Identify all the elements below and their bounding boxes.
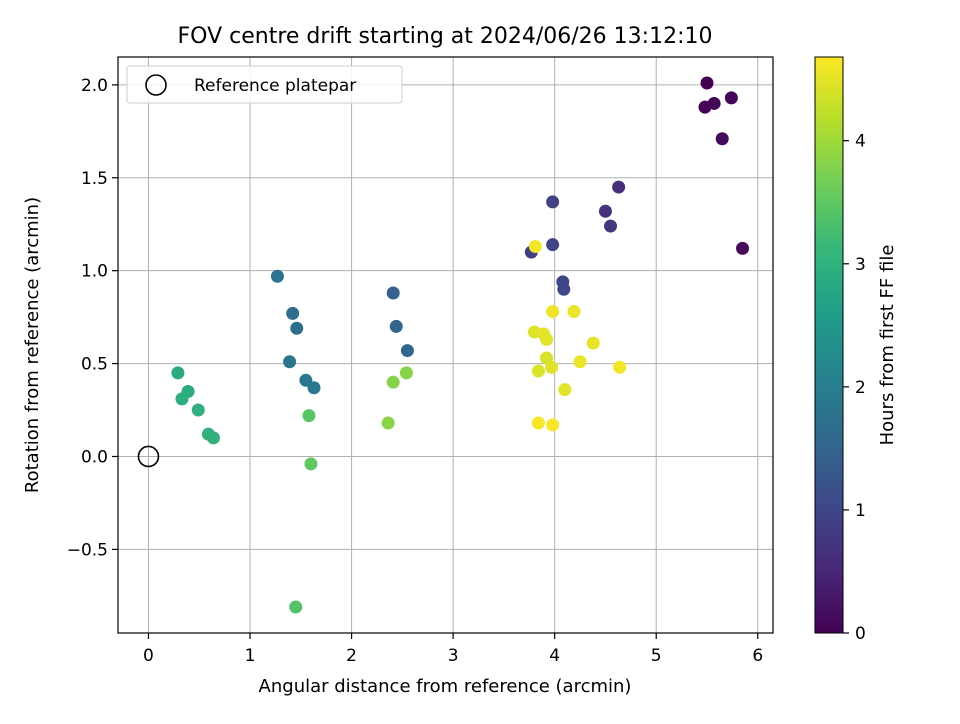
colorbar-tick-label-0: 0 [855, 624, 866, 644]
data-point-46 [531, 364, 545, 378]
x-tick-label-2: 2 [346, 646, 357, 666]
y-tick-label-4: 1.5 [81, 169, 108, 189]
data-point-33 [386, 375, 400, 389]
legend-label-reference: Reference platepar [194, 76, 356, 96]
reference-marker [137, 445, 160, 468]
data-point-20 [283, 355, 297, 369]
data-point-36 [546, 305, 560, 319]
data-point-17 [286, 306, 300, 320]
data-point-15 [389, 319, 403, 333]
x-tick-label-5: 5 [651, 646, 662, 666]
data-point-43 [573, 355, 587, 369]
colorbar: 0 1 2 3 4 Hours from first FF file [814, 56, 898, 644]
colorbar-tick-label-3: 3 [855, 255, 866, 275]
y-tick-label-5: 2.0 [81, 76, 108, 96]
colorbar-gradient [814, 56, 844, 634]
data-point-6 [612, 180, 626, 194]
data-point-48 [531, 416, 545, 430]
data-point-8 [604, 219, 618, 233]
data-point-3 [724, 91, 738, 105]
y-axis-label: Rotation from reference (arcmin) [22, 197, 43, 493]
data-point-9 [546, 195, 560, 209]
legend-box [126, 65, 403, 104]
data-point-23 [171, 366, 185, 380]
x-tick-label-1: 1 [245, 646, 256, 666]
data-point-34 [399, 366, 413, 380]
data-point-7 [598, 204, 612, 218]
data-point-22 [307, 381, 321, 395]
data-point-14 [386, 286, 400, 300]
colorbar-ticks: 0 1 2 3 4 [843, 132, 866, 644]
data-point-30 [304, 457, 318, 471]
y-tick-label-0: −0.5 [67, 540, 108, 560]
x-axis-label: Angular distance from reference (arcmin) [259, 676, 632, 697]
scatter-points [171, 76, 750, 614]
colorbar-label: Hours from first FF file [877, 245, 898, 446]
x-tick-label-6: 6 [752, 646, 763, 666]
y-tick-label-3: 1.0 [81, 262, 108, 282]
grid [118, 57, 773, 633]
x-tick-label-4: 4 [549, 646, 560, 666]
plot-frame [117, 56, 774, 634]
data-point-28 [206, 431, 220, 445]
colorbar-tick-label-4: 4 [855, 132, 866, 152]
data-point-29 [302, 409, 316, 423]
data-point-44 [545, 360, 559, 374]
colorbar-tick-label-2: 2 [855, 378, 866, 398]
reference-point [137, 445, 160, 468]
data-point-4 [715, 132, 729, 146]
data-point-16 [400, 344, 414, 358]
y-axis-ticks: −0.5 0.0 0.5 1.0 1.5 2.0 [67, 76, 118, 560]
legend-marker-reference [145, 74, 167, 96]
y-tick-label-1: 0.0 [81, 447, 108, 467]
data-point-41 [586, 336, 600, 350]
data-point-37 [567, 305, 581, 319]
data-point-26 [191, 403, 205, 417]
x-axis-ticks: 0 1 2 3 4 5 6 [143, 633, 763, 666]
data-point-18 [290, 321, 304, 335]
data-point-2 [707, 96, 721, 110]
data-point-49 [546, 418, 560, 432]
data-point-11 [546, 238, 560, 252]
data-point-0 [700, 76, 714, 90]
data-point-19 [270, 269, 284, 283]
data-point-32 [381, 416, 395, 430]
x-tick-label-0: 0 [143, 646, 154, 666]
data-point-31 [289, 600, 303, 614]
data-point-47 [558, 383, 572, 397]
data-point-35 [528, 240, 542, 254]
data-point-13 [557, 282, 571, 296]
data-point-25 [175, 392, 189, 406]
data-point-5 [736, 241, 750, 255]
y-tick-label-2: 0.5 [81, 355, 108, 375]
x-tick-label-3: 3 [448, 646, 459, 666]
data-point-40 [540, 332, 554, 346]
legend: Reference platepar [126, 65, 403, 104]
chart-title: FOV centre drift starting at 2024/06/26 … [178, 24, 713, 49]
data-point-45 [613, 360, 627, 374]
colorbar-tick-label-1: 1 [855, 501, 866, 521]
